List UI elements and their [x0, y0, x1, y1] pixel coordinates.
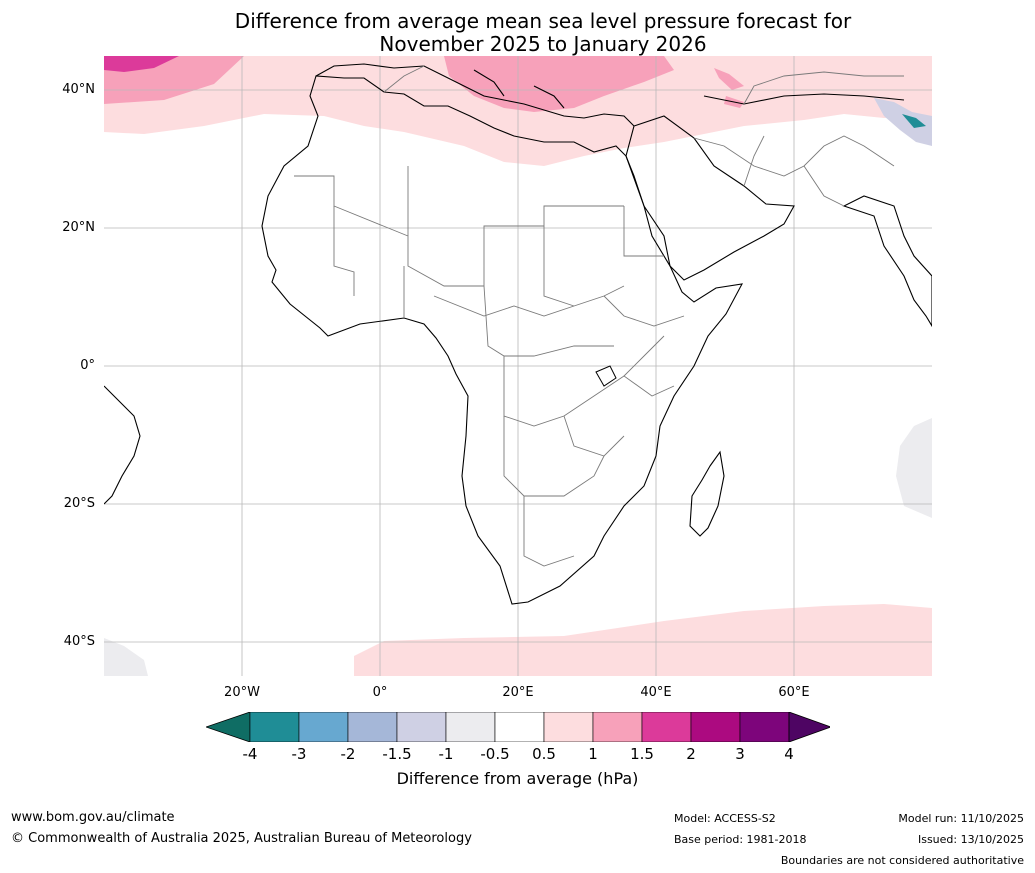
anomaly-blue-himalaya — [874, 98, 932, 146]
colorbar-tick-label: 1 — [588, 745, 598, 763]
colorbar-segment — [298, 712, 349, 742]
footer-model-run: Model run: 11/10/2025 — [898, 812, 1024, 825]
colorbar-tick-label: -1 — [438, 745, 454, 763]
colorbar-segment — [543, 712, 594, 742]
map-panel — [104, 56, 932, 676]
title-line-2: November 2025 to January 2026 — [379, 32, 707, 56]
anomaly-pink-mediterranean — [444, 56, 674, 112]
colorbar-segment — [592, 712, 643, 742]
colorbar-segment — [347, 712, 398, 742]
lon-label-60e: 60°E — [778, 685, 810, 700]
footer-url: www.bom.gov.au/climate — [11, 810, 175, 825]
colorbar-extend-low — [206, 712, 251, 742]
colorbar-segment — [494, 712, 545, 742]
anomaly-light-pink-south — [354, 604, 932, 676]
lon-label-0: 0° — [372, 685, 388, 700]
footer-model: Model: ACCESS-S2 — [674, 812, 776, 825]
colorbar-segment — [445, 712, 496, 742]
colorbar-label: Difference from average (hPa) — [396, 769, 639, 788]
colorbar-tick-label: 0.5 — [532, 745, 556, 763]
colorbar-tick-label: 4 — [784, 745, 794, 763]
footer-copyright: © Commonwealth of Australia 2025, Austra… — [11, 831, 472, 846]
map-svg — [104, 56, 932, 676]
anomaly-magenta-northwest — [104, 56, 179, 72]
lat-label-20n: 20°N — [62, 220, 95, 235]
lake-victoria — [595, 365, 617, 387]
anomaly-pink-black-sea — [714, 68, 744, 90]
colorbar-tick-label: -0.5 — [480, 745, 510, 763]
lat-label-40n: 40°N — [62, 82, 95, 97]
anomaly-grey-southwest — [104, 638, 148, 676]
title-line-1: Difference from average mean sea level p… — [234, 9, 852, 33]
colorbar-tick-label: 1.5 — [630, 745, 654, 763]
lat-label-0: 0° — [80, 358, 95, 373]
footer-issued: Issued: 13/10/2025 — [917, 833, 1024, 846]
colorbar-segment — [396, 712, 447, 742]
lon-label-40e: 40°E — [640, 685, 672, 700]
colorbar-tick-label: -4 — [242, 745, 258, 763]
footer-base-period: Base period: 1981-2018 — [674, 833, 807, 846]
lat-label-20s: 20°S — [63, 496, 95, 511]
gridlines — [104, 56, 932, 676]
colorbar-segment — [690, 712, 741, 742]
lon-label-20w: 20°W — [224, 685, 260, 700]
colorbar-tick-label: 2 — [686, 745, 696, 763]
colorbar-tick-label: -3 — [291, 745, 307, 763]
colorbar-tick-label: -1.5 — [382, 745, 412, 763]
anomaly-teal-himalaya — [902, 114, 926, 128]
colorbar-segment — [739, 712, 790, 742]
country-borders — [294, 65, 904, 567]
chart-title: Difference from average mean sea level p… — [0, 10, 1035, 56]
colorbar-segment — [641, 712, 692, 742]
colorbar — [206, 712, 830, 742]
coastlines — [104, 63, 932, 605]
colorbar-extend-high — [788, 712, 830, 742]
colorbar-tick-label: 3 — [735, 745, 745, 763]
footer-disclaimer: Boundaries are not considered authoritat… — [780, 854, 1024, 867]
colorbar-tick-label: -2 — [340, 745, 356, 763]
anomaly-grey-southeast — [896, 418, 932, 518]
colorbar-segment — [249, 712, 300, 742]
lat-label-40s: 40°S — [63, 634, 95, 649]
lon-label-20e: 20°E — [502, 685, 534, 700]
